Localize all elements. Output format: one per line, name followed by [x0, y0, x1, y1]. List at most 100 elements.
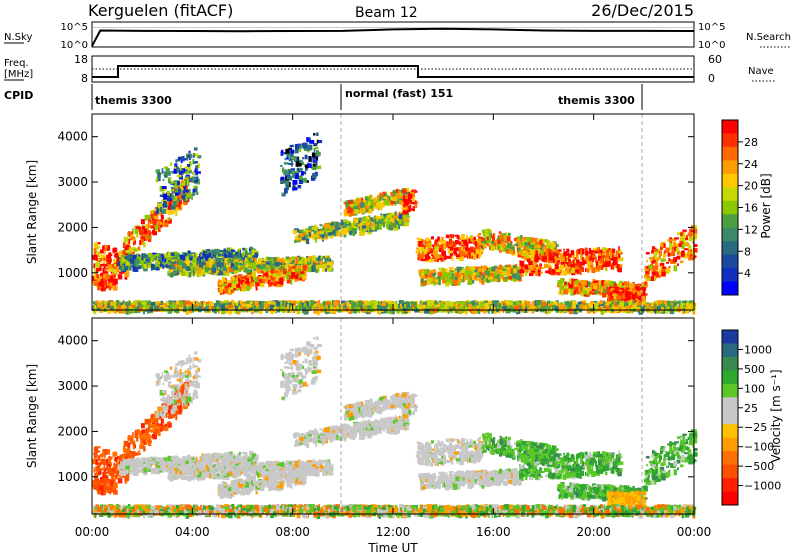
power-cell — [348, 210, 352, 217]
power-cell — [294, 278, 299, 282]
power-cell — [660, 242, 664, 245]
freq-line — [92, 65, 694, 78]
power-cell — [331, 230, 336, 235]
power-cell — [102, 286, 106, 289]
power-cell — [618, 249, 622, 254]
power-cell — [523, 246, 528, 252]
power-cell — [408, 193, 412, 199]
power-cell — [295, 275, 299, 280]
power-cell — [412, 197, 415, 202]
noise-right-tick-top: 10^5 — [698, 22, 725, 33]
power-cell — [252, 263, 257, 269]
power-cell — [268, 260, 273, 266]
power-cell — [179, 255, 184, 260]
power-cell — [98, 281, 104, 288]
power-cell — [92, 275, 96, 281]
power-cell — [507, 243, 512, 249]
power-cell — [588, 288, 593, 293]
power-cell — [392, 190, 398, 196]
power-cell — [223, 253, 227, 259]
power-cell — [610, 288, 615, 292]
power-cell — [359, 220, 361, 224]
power-cell — [492, 236, 496, 242]
power-cell — [433, 269, 436, 273]
power-cell — [383, 215, 386, 219]
power-cell — [425, 280, 428, 285]
power-cell — [411, 189, 414, 193]
power-cell — [434, 246, 439, 251]
power-cell — [685, 243, 690, 247]
power-cell — [102, 244, 108, 251]
power-cell — [140, 239, 145, 245]
power-cell — [238, 274, 242, 277]
power-cell — [562, 270, 567, 276]
power-panel-bg — [92, 114, 694, 310]
power-cell — [588, 249, 593, 254]
power-cell — [474, 250, 477, 255]
power-cell — [96, 277, 101, 283]
power-cell — [686, 235, 688, 240]
power-cell — [501, 234, 507, 240]
power-cell — [345, 206, 348, 211]
power-cell — [350, 199, 353, 202]
power-cell — [447, 241, 449, 248]
power-cell — [613, 256, 617, 263]
power-cell — [459, 270, 464, 274]
power-cell — [539, 254, 541, 259]
power-cell — [582, 286, 587, 292]
power-cell — [445, 280, 449, 285]
power-cell — [177, 194, 179, 201]
power-cell — [113, 266, 119, 270]
power-cell — [310, 236, 315, 239]
power-cell — [177, 194, 183, 198]
power-cell — [197, 271, 200, 278]
power-cell — [569, 280, 574, 283]
power-cell — [586, 268, 590, 273]
power-cell — [503, 276, 508, 280]
power-cell — [267, 256, 272, 261]
power-cell — [285, 256, 290, 260]
power-cell — [295, 265, 299, 271]
freq-left-tick-top: 18 — [74, 53, 88, 66]
cpid-strip: CPID themis 3300 normal (fast) 151 themi… — [4, 84, 643, 110]
power-cell — [279, 277, 284, 283]
power-cell — [541, 257, 543, 261]
power-cell — [103, 260, 106, 264]
power-cell — [516, 300, 521, 304]
power-cell — [454, 250, 457, 255]
power-cell — [110, 280, 114, 284]
power-cell — [583, 291, 587, 295]
power-cell — [194, 268, 197, 272]
power-cell — [257, 269, 260, 274]
power-cell — [177, 207, 183, 211]
power-cell — [100, 274, 103, 278]
power-cell — [673, 265, 677, 272]
power-cell — [514, 264, 518, 267]
power-cell — [155, 264, 160, 267]
power-cell — [257, 269, 261, 274]
power-cell — [324, 258, 329, 262]
power-cell — [572, 263, 578, 266]
power-cell — [495, 246, 498, 250]
power-cell — [691, 229, 695, 233]
power-cell — [571, 267, 575, 274]
power-cell — [365, 207, 367, 212]
power-cell — [482, 272, 487, 276]
power-cell — [192, 258, 196, 263]
power-cell — [405, 207, 407, 211]
power-cell — [109, 282, 113, 287]
power-cell — [489, 273, 495, 278]
power-cell — [511, 246, 515, 250]
power-cell — [461, 234, 466, 240]
power-cell — [149, 214, 154, 219]
power-cell — [397, 216, 401, 220]
power-cell — [125, 260, 129, 263]
power-cell — [529, 270, 534, 277]
power-cell — [388, 224, 394, 231]
power-cell — [676, 247, 680, 253]
power-cell — [350, 204, 354, 207]
power-cell — [206, 249, 211, 252]
power-cell — [575, 254, 579, 260]
power-cell — [165, 220, 168, 223]
power-cell — [692, 251, 695, 257]
